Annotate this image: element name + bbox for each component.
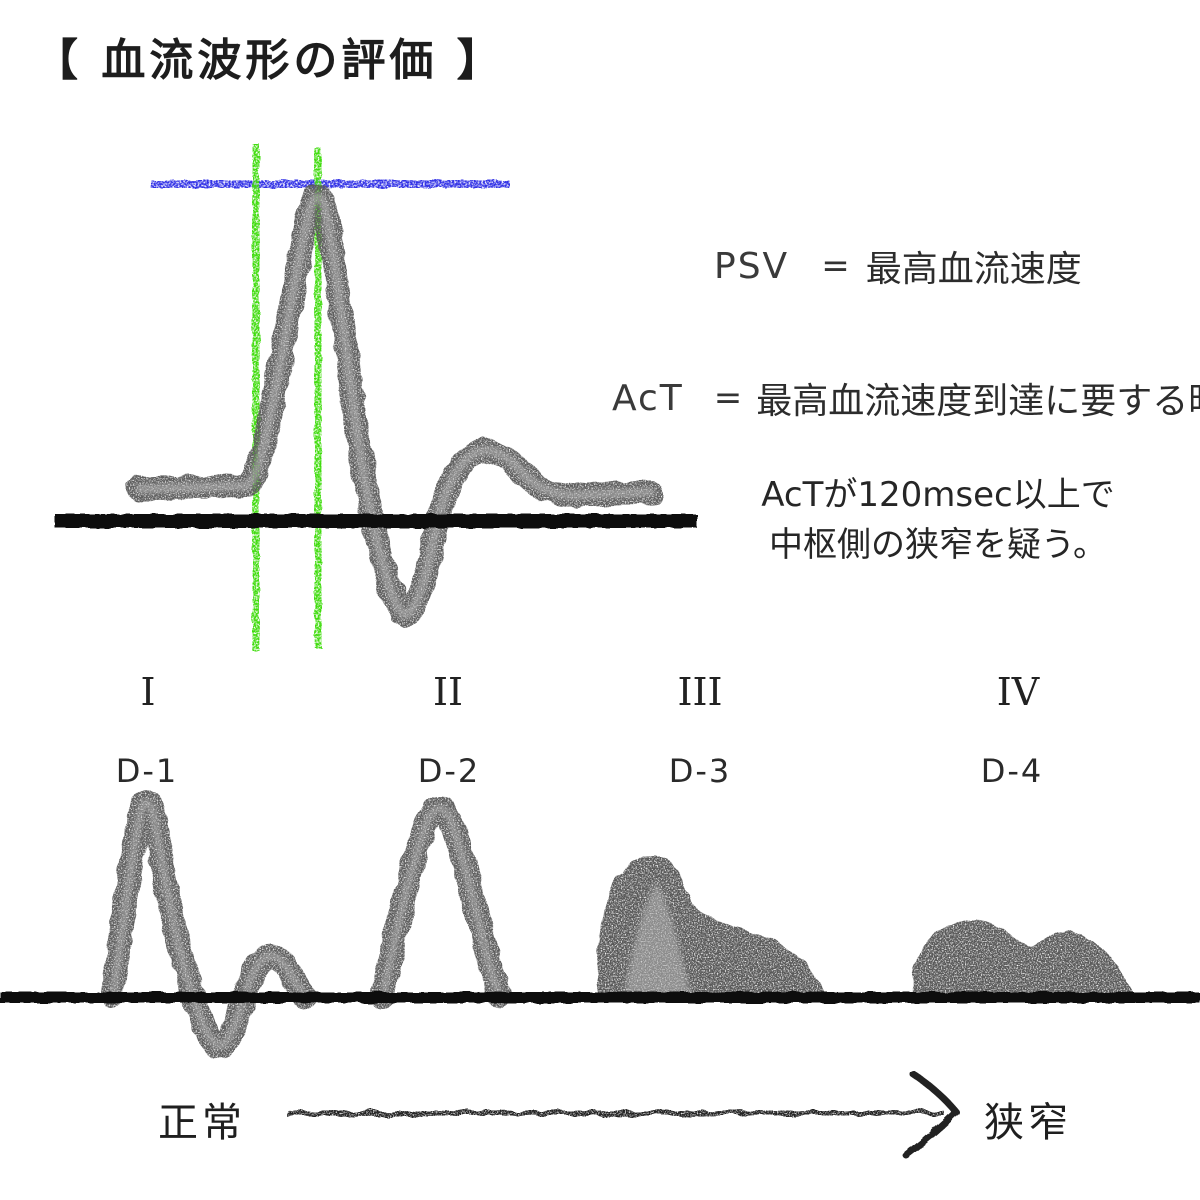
label-normal: 正常 [158, 1100, 246, 1146]
psv-equals-sign: = [821, 246, 850, 286]
waveform-d2-core [379, 804, 503, 1000]
act-note-line1: AcTが120msec以上で [761, 475, 1115, 515]
grade-numeral-4: IV [996, 670, 1040, 714]
lower-baseline [0, 992, 1200, 1003]
page-title: 【 血流波形の評価 】 [34, 35, 505, 86]
grade-code-d1: D-1 [115, 752, 179, 790]
waveform-d3-inner-ghost [624, 882, 691, 996]
main-waveform [126, 185, 664, 626]
psv-legend-row: PSV = 最高血流速度 [698, 240, 1082, 292]
grade-numeral-2: II [432, 670, 464, 714]
grade-numeral-1: I [140, 670, 156, 714]
grade-code-d2: D-2 [417, 752, 481, 790]
grade-numeral-3: III [677, 670, 723, 714]
act-highlight-badge: AcT [596, 376, 700, 421]
act-equals-sign: = [713, 378, 743, 418]
waveform-d1 [100, 790, 318, 1058]
psv-definition: 最高血流速度 [865, 249, 1082, 290]
act-legend-row: AcT = 最高血流速度到達に要する時間 [596, 372, 1200, 424]
waveform-d1-core [109, 798, 309, 1050]
grade-code-d4: D-4 [980, 752, 1044, 790]
upper-baseline [55, 514, 697, 528]
arrow-right-icon [902, 1070, 960, 1159]
label-stenosis: 狭窄 [984, 1100, 1072, 1146]
act-definition: 最高血流速度到達に要する時間 [756, 381, 1200, 422]
act-note-line2: 中枢側の狭窄を疑う。 [769, 525, 1107, 565]
act-threshold-note: AcTが120msec以上で 中枢側の狭窄を疑う。 [708, 470, 1168, 570]
psv-highlight-badge: PSV [698, 244, 805, 289]
waveform-d4 [911, 918, 1134, 998]
main-waveform-core [135, 192, 655, 619]
grade-code-d3: D-3 [668, 752, 732, 790]
